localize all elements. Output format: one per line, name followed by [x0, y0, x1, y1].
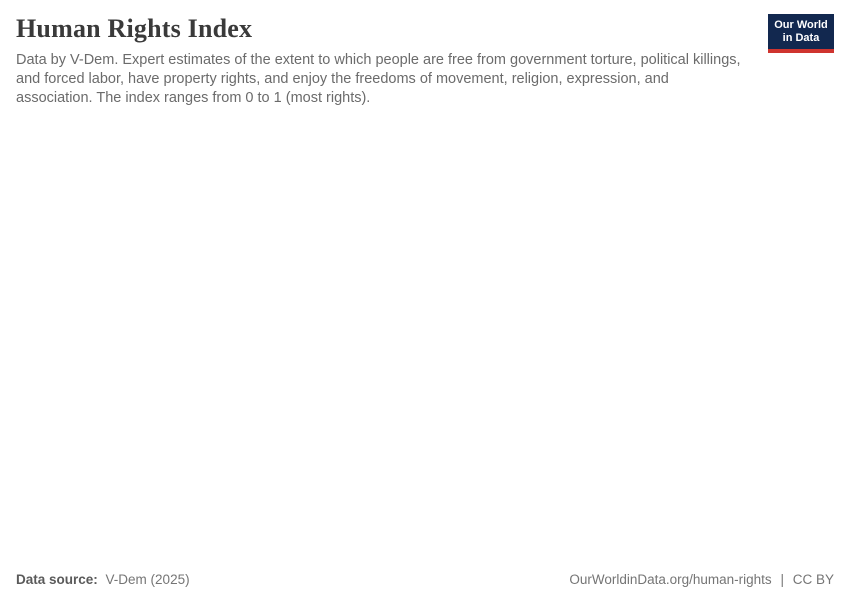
- footer-attribution: OurWorldinData.org/human-rights | CC BY: [569, 572, 834, 588]
- owid-logo-text-line1: Our World: [774, 19, 828, 31]
- owid-url-link[interactable]: OurWorldinData.org/human-rights: [569, 572, 772, 587]
- chart-subtitle: Data by V-Dem. Expert estimates of the e…: [16, 52, 741, 106]
- chart-footer: Data source: V-Dem (2025) OurWorldinData…: [16, 572, 834, 588]
- chart-header: Human Rights Index Data by V-Dem. Expert…: [16, 14, 750, 108]
- data-source: Data source: V-Dem (2025): [16, 572, 190, 588]
- chart-area: [16, 120, 834, 555]
- page-title: Human Rights Index: [16, 14, 253, 43]
- license-link[interactable]: CC BY: [792, 572, 834, 587]
- owid-logo[interactable]: Our World in Data: [768, 14, 834, 53]
- footer-separator: |: [780, 572, 784, 587]
- data-source-label: Data source:: [16, 572, 98, 587]
- owid-logo-text-line2: in Data: [782, 32, 820, 44]
- data-source-value[interactable]: V-Dem (2025): [105, 572, 190, 587]
